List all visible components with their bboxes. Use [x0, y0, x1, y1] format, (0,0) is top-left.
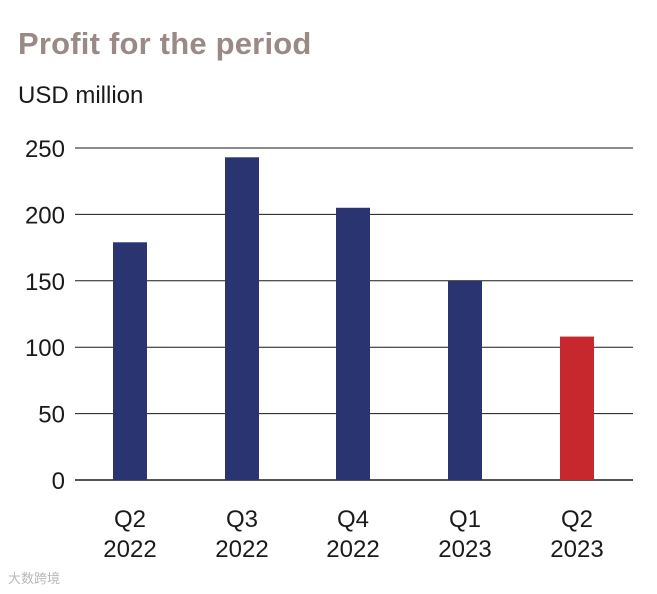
x-tick-label-quarter: Q2: [114, 506, 146, 533]
chart-title: Profit for the period: [18, 26, 312, 61]
watermark-text: 大数跨境: [8, 571, 61, 586]
x-tick-label-year: 2023: [550, 536, 603, 563]
bars: [113, 157, 594, 480]
bar-q2-2022: [113, 242, 147, 480]
y-tick-label: 0: [52, 468, 65, 495]
bar-q3-2022: [225, 157, 259, 480]
bar-q2-2023: [560, 336, 594, 480]
y-tick-label: 150: [25, 269, 65, 296]
y-tick-label: 200: [25, 202, 65, 229]
x-tick-label-year: 2023: [438, 536, 491, 563]
y-axis-ticks: 0 50 100 150 200 250: [25, 136, 65, 495]
y-tick-label: 50: [38, 402, 65, 429]
x-tick-label-year: 2022: [103, 536, 156, 563]
x-tick-label-quarter: Q2: [561, 506, 593, 533]
y-axis-unit-label: USD million: [18, 82, 144, 109]
y-tick-label: 100: [25, 335, 65, 362]
x-tick-label-quarter: Q4: [337, 506, 369, 533]
x-tick-label-quarter: Q3: [226, 506, 258, 533]
x-tick-label-quarter: Q1: [449, 506, 481, 533]
y-tick-label: 250: [25, 136, 65, 163]
x-tick-label-year: 2022: [215, 536, 268, 563]
bar-q1-2023: [448, 280, 482, 480]
bar-q4-2022: [336, 207, 370, 480]
x-axis-ticks: Q2 2022 Q3 2022 Q4 2022 Q1 2023 Q2 2023: [103, 506, 603, 563]
x-tick-label-year: 2022: [326, 536, 379, 563]
